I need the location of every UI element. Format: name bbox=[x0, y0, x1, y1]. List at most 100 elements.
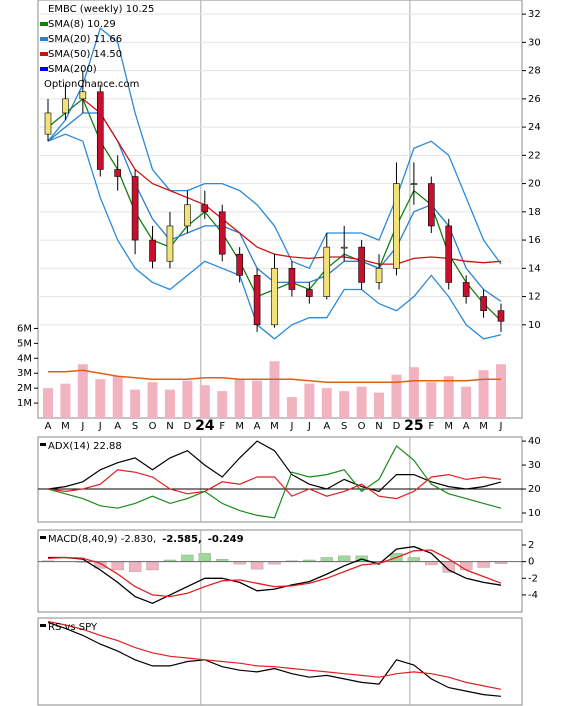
indicator-line bbox=[47, 444, 502, 519]
moving-average bbox=[82, 98, 502, 265]
candle-body bbox=[340, 246, 348, 249]
legend-label: -0.249 bbox=[208, 534, 244, 545]
x-tick-label: 25 bbox=[404, 418, 423, 434]
histogram-bar bbox=[442, 561, 455, 573]
y-tick-label: 1M bbox=[17, 398, 32, 409]
volume-bar bbox=[496, 364, 506, 418]
volume-bar bbox=[60, 383, 71, 418]
y-tick-label: 4M bbox=[17, 353, 32, 364]
histogram-bar bbox=[181, 554, 194, 562]
y-tick-label: 10 bbox=[528, 320, 541, 331]
header-icon bbox=[40, 443, 46, 446]
histogram-bar bbox=[338, 555, 351, 562]
legend-label: SMA(20) 11.66 bbox=[48, 34, 122, 45]
watermark: OptionChance.com bbox=[44, 79, 139, 90]
volume-bar bbox=[478, 370, 489, 418]
x-tick-label: N bbox=[375, 421, 382, 432]
header-icon bbox=[40, 536, 46, 539]
histogram-bar bbox=[460, 561, 473, 571]
candle-body bbox=[184, 204, 191, 227]
x-tick-label: O bbox=[149, 421, 157, 432]
x-tick-label: M bbox=[61, 421, 70, 432]
panel-frame bbox=[37, 529, 523, 613]
volume-bar bbox=[461, 386, 472, 418]
y-tick-label: 20 bbox=[528, 179, 541, 190]
y-tick-label: 18 bbox=[528, 207, 541, 218]
candle-body bbox=[358, 246, 365, 283]
x-tick-label: S bbox=[132, 421, 138, 432]
y-tick-label: 16 bbox=[528, 235, 541, 246]
indicator-line bbox=[47, 620, 502, 690]
volume-bar bbox=[182, 380, 193, 418]
x-tick-label: F bbox=[428, 421, 434, 432]
candle-body bbox=[445, 225, 453, 283]
volume-bar bbox=[304, 383, 315, 418]
volume-bar bbox=[408, 367, 419, 418]
candle-body bbox=[253, 275, 261, 326]
volume-bar bbox=[77, 364, 88, 418]
panel-title: RS vs SPY bbox=[48, 622, 98, 633]
histogram-bar bbox=[198, 553, 211, 562]
y-tick-label: 26 bbox=[528, 94, 541, 105]
volume-bar bbox=[234, 379, 245, 418]
y-tick-label: 3M bbox=[17, 368, 32, 379]
candle-body bbox=[375, 268, 383, 283]
candle-body bbox=[428, 183, 435, 227]
volume-bar bbox=[199, 385, 210, 418]
y-tick-label: 40 bbox=[528, 436, 541, 447]
candle-body bbox=[218, 211, 226, 255]
legend-swatch bbox=[40, 67, 48, 71]
legend-label: SMA(50) 14.50 bbox=[48, 49, 122, 60]
x-tick-label: J bbox=[499, 421, 503, 432]
legend-label: MACD(8,40,9) -2.830, bbox=[48, 534, 156, 545]
candle-body bbox=[96, 91, 104, 170]
x-tick-label: S bbox=[341, 421, 347, 432]
volume-bar bbox=[374, 392, 385, 418]
candle-body bbox=[323, 246, 331, 297]
y-tick-label: 32 bbox=[528, 9, 541, 20]
y-tick-label: 24 bbox=[528, 122, 541, 133]
candle-body bbox=[462, 282, 470, 297]
y-tick-label: -2 bbox=[528, 573, 538, 584]
candle-body bbox=[62, 98, 69, 114]
indicator-line bbox=[48, 545, 502, 605]
candle-body bbox=[497, 310, 505, 322]
x-tick-label: N bbox=[166, 421, 173, 432]
header-icon bbox=[40, 624, 46, 627]
x-tick-label: M bbox=[444, 421, 453, 432]
y-tick-label: 28 bbox=[528, 66, 541, 77]
volume-bar bbox=[95, 379, 106, 418]
candle-body bbox=[131, 176, 139, 241]
x-tick-label: A bbox=[254, 421, 261, 432]
x-tick-label: A bbox=[45, 421, 52, 432]
histogram-bar bbox=[477, 561, 490, 568]
upper-band bbox=[47, 27, 502, 270]
legend-swatch bbox=[40, 22, 48, 26]
y-tick-label: 20 bbox=[528, 484, 541, 495]
volume-bar bbox=[112, 376, 123, 418]
volume-bar bbox=[164, 389, 175, 418]
candle-body bbox=[236, 253, 243, 276]
panel-frame bbox=[37, 0, 523, 419]
y-tick-label: 12 bbox=[528, 292, 541, 303]
histogram-bar bbox=[250, 561, 264, 570]
candle-body bbox=[306, 289, 313, 297]
x-tick-label: D bbox=[184, 421, 192, 432]
y-tick-label: 30 bbox=[528, 37, 541, 48]
x-tick-label: J bbox=[307, 421, 311, 432]
y-tick-label: 0 bbox=[528, 557, 534, 568]
x-tick-label: J bbox=[289, 421, 293, 432]
panel-title: ADX(14) 22.88 bbox=[48, 441, 122, 452]
x-tick-label: A bbox=[323, 421, 330, 432]
legend-swatch bbox=[40, 37, 48, 41]
y-tick-label: 6M bbox=[17, 323, 32, 334]
x-tick-label: 24 bbox=[195, 418, 215, 434]
x-tick-label: M bbox=[235, 421, 244, 432]
x-tick-label: M bbox=[479, 421, 488, 432]
volume-bar bbox=[426, 382, 437, 418]
indicator-line bbox=[47, 440, 502, 493]
legend-swatch bbox=[40, 52, 48, 56]
y-tick-label: 30 bbox=[528, 460, 541, 471]
histogram-bar bbox=[320, 557, 333, 562]
